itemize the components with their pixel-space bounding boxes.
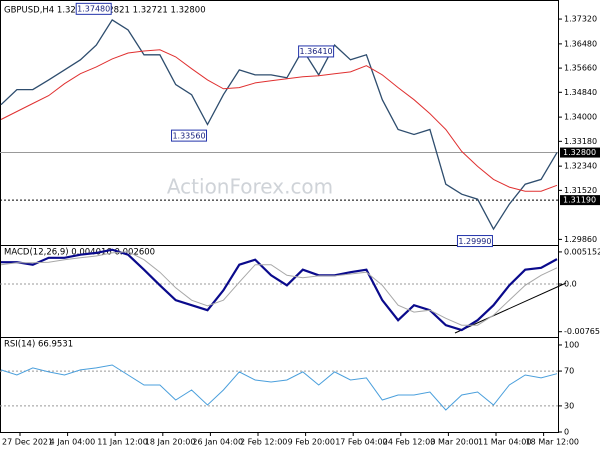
price-annotation: 1.36410: [300, 47, 333, 56]
level-label-box: [560, 195, 600, 206]
x-tick-label: 9 Feb 20:00: [288, 438, 335, 447]
y-tick-label: 1.34000: [564, 113, 597, 122]
series-line: [0, 251, 558, 326]
series-line: [1, 248, 558, 332]
y-tick-label: 100: [564, 340, 579, 349]
y-tick-label: 1.29860: [564, 235, 597, 244]
price-annotation: 1.33560: [172, 131, 205, 140]
x-tick-label: 26 Jan 04:00: [192, 438, 243, 447]
y-tick-label: 1.32340: [564, 162, 597, 171]
y-tick-label: 0.005152: [564, 247, 600, 256]
level-label: 1.31190: [563, 196, 596, 205]
y-tick-label: 0: [564, 428, 569, 437]
trendline: [454, 282, 567, 334]
y-tick-label: 30: [564, 401, 574, 410]
panel-title: RSI(14) 66.9531: [4, 340, 73, 350]
series-line: [0, 49, 558, 192]
price-annotation: 1.29990: [458, 237, 491, 246]
price-annotation: 1.37480: [77, 5, 110, 14]
x-tick-label: 24 Feb 12:00: [383, 438, 435, 447]
price-annotation-box: [456, 235, 493, 248]
x-tick-label: 18 Mar 12:00: [526, 438, 579, 447]
x-tick-label: 3 Mar 20:00: [430, 438, 478, 447]
y-tick-label: -0.00765: [564, 327, 600, 336]
level-label-box: [560, 147, 600, 158]
x-tick-label: 11 Mar 04:00: [478, 438, 531, 447]
x-tick-label: 17 Feb 04:00: [335, 438, 387, 447]
level-label: 1.32800: [563, 148, 596, 157]
plot-border: [0, 0, 559, 433]
series-line: [0, 19, 558, 231]
price-annotation-box: [298, 45, 335, 58]
y-tick-label: 1.34840: [564, 88, 597, 97]
y-tick-label: 1.31520: [564, 186, 597, 195]
y-tick-label: 1.35660: [564, 64, 597, 73]
x-tick-label: 2 Feb 12:00: [240, 438, 287, 447]
price-annotation-box: [171, 129, 208, 142]
series-line: [0, 364, 558, 411]
y-tick-label: 1.37320: [564, 15, 597, 24]
y-tick-label: 0.0: [564, 280, 577, 289]
price-annotation-box: [75, 2, 112, 15]
x-tick-label: 18 Jan 20:00: [145, 438, 196, 447]
panel-title: MACD(12,26,9) 0.004016 0.002600: [4, 248, 155, 258]
x-tick-label: 4 Jan 04:00: [50, 438, 96, 447]
y-tick-label: 1.33180: [564, 137, 597, 146]
y-tick-label: 70: [564, 367, 574, 376]
y-tick-label: 1.36480: [564, 39, 597, 48]
x-tick-label: 27 Dec 2021: [2, 438, 53, 447]
x-tick-label: 11 Jan 12:00: [97, 438, 148, 447]
watermark: ActionForex.com: [167, 175, 333, 199]
